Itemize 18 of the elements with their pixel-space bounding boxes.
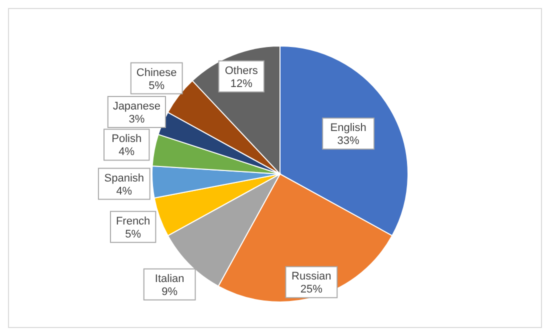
data-label: 4%: [116, 185, 132, 198]
slice-label: Italian: [154, 272, 184, 285]
slice-label: Japanese: [112, 100, 161, 112]
slice-label: French: [116, 215, 150, 228]
data-label: 5%: [148, 80, 165, 92]
data-label: 9%: [162, 286, 178, 298]
slice-label: Others: [224, 64, 258, 77]
data-label: 33%: [337, 135, 360, 148]
data-label: 5%: [125, 228, 142, 240]
data-label: 25%: [300, 284, 323, 296]
slice-label: English: [330, 122, 366, 134]
data-label: 4%: [118, 146, 135, 158]
slice-label: Russian: [292, 270, 332, 283]
data-label: 12%: [230, 78, 253, 90]
slice-label: Spanish: [104, 172, 144, 184]
data-label: 3%: [128, 113, 145, 126]
slice-label: Chinese: [136, 66, 177, 79]
slice-label: Polish: [112, 133, 142, 146]
